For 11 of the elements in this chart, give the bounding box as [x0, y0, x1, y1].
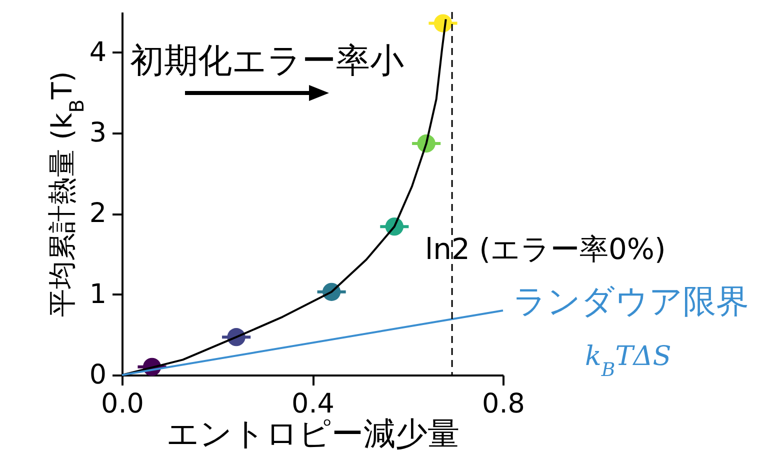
x-tick-label: 0.0 [101, 388, 144, 420]
annotation: 初期化エラー率小 [130, 41, 404, 81]
ref-line-label: ln2 (エラー率0%) [425, 232, 666, 266]
y-tick-label: 3 [89, 118, 106, 148]
text: k$_{B}$TΔS [585, 341, 672, 381]
series-label: ランダウア限界 [513, 281, 749, 320]
x-tick-label: 0.8 [482, 388, 525, 420]
y-tick-label: 0 [89, 360, 106, 390]
y-tick-label: 4 [89, 36, 106, 68]
y-tick-label: 1 [89, 278, 106, 310]
y-tick-label: 2 [89, 198, 106, 230]
